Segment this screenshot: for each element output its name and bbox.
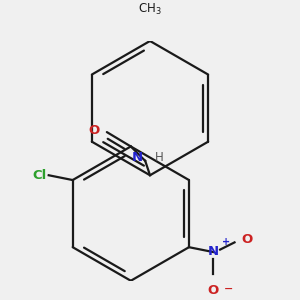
Text: H: H bbox=[155, 151, 164, 164]
Text: O: O bbox=[207, 284, 219, 297]
Text: N: N bbox=[207, 245, 218, 259]
Text: O: O bbox=[242, 233, 253, 247]
Text: +: + bbox=[222, 237, 230, 248]
Text: −: − bbox=[224, 284, 233, 294]
Text: CH$_3$: CH$_3$ bbox=[138, 2, 162, 17]
Text: O: O bbox=[88, 124, 100, 137]
Text: N: N bbox=[132, 151, 143, 164]
Text: Cl: Cl bbox=[32, 169, 46, 182]
